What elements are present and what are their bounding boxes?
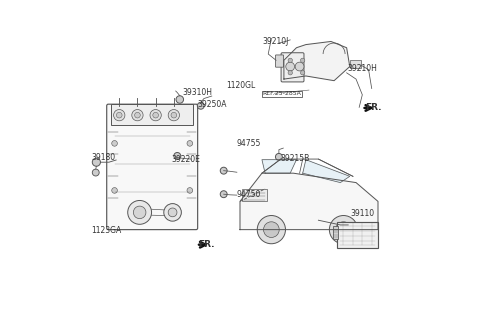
Bar: [111, 104, 193, 124]
Circle shape: [92, 158, 100, 166]
Circle shape: [92, 169, 99, 176]
Text: 39250A: 39250A: [197, 100, 227, 109]
Circle shape: [187, 140, 192, 146]
Text: 39220E: 39220E: [171, 155, 200, 163]
Text: 39210J: 39210J: [262, 37, 288, 46]
Circle shape: [220, 167, 227, 174]
Circle shape: [176, 96, 183, 103]
Circle shape: [288, 71, 292, 75]
Polygon shape: [303, 160, 350, 183]
Circle shape: [128, 200, 152, 224]
Text: FR.: FR.: [198, 240, 215, 249]
Text: 39215B: 39215B: [280, 154, 310, 163]
Circle shape: [264, 222, 279, 238]
Circle shape: [300, 58, 305, 63]
Circle shape: [288, 58, 292, 63]
Circle shape: [171, 112, 177, 118]
Text: 39310H: 39310H: [182, 88, 212, 97]
Circle shape: [220, 191, 227, 198]
Text: FR.: FR.: [365, 103, 381, 112]
FancyBboxPatch shape: [276, 55, 284, 67]
Circle shape: [329, 215, 358, 244]
Bar: [334, 226, 337, 239]
Circle shape: [112, 188, 118, 193]
Circle shape: [257, 215, 286, 244]
Circle shape: [187, 188, 192, 193]
Bar: [337, 222, 378, 249]
Circle shape: [112, 140, 118, 146]
Text: 94755: 94755: [237, 139, 261, 148]
Polygon shape: [284, 42, 350, 81]
Text: 1120GL: 1120GL: [226, 81, 255, 90]
FancyBboxPatch shape: [281, 53, 304, 82]
Circle shape: [295, 62, 304, 71]
Circle shape: [150, 110, 161, 121]
Polygon shape: [240, 173, 378, 230]
Text: 94750: 94750: [237, 190, 261, 199]
Circle shape: [153, 112, 158, 118]
Circle shape: [168, 208, 177, 217]
Bar: [241, 189, 267, 201]
Text: REF.25-285A: REF.25-285A: [263, 91, 301, 96]
Text: 1123GA: 1123GA: [91, 226, 121, 235]
Circle shape: [286, 62, 295, 71]
Text: 39210H: 39210H: [348, 64, 377, 73]
Text: 39110: 39110: [351, 209, 375, 219]
Circle shape: [168, 110, 180, 121]
Circle shape: [133, 206, 146, 219]
Circle shape: [276, 153, 282, 160]
Text: 39180: 39180: [91, 153, 115, 162]
Circle shape: [164, 203, 181, 221]
Circle shape: [132, 110, 143, 121]
Polygon shape: [262, 160, 297, 173]
Bar: [350, 60, 361, 68]
Circle shape: [174, 152, 181, 159]
FancyBboxPatch shape: [107, 104, 198, 230]
Circle shape: [300, 71, 305, 75]
Circle shape: [134, 112, 140, 118]
Circle shape: [197, 102, 204, 109]
Circle shape: [336, 222, 351, 238]
Circle shape: [114, 110, 125, 121]
Circle shape: [117, 112, 122, 118]
